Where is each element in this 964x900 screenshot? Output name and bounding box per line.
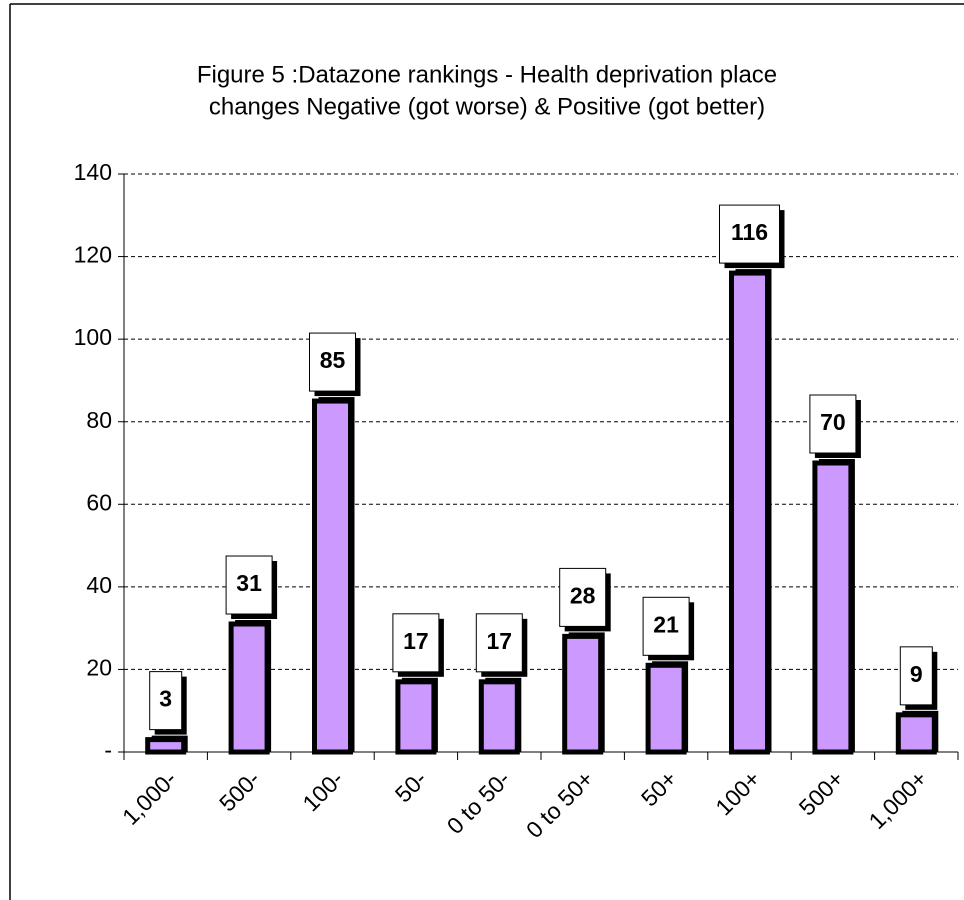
value-label: 3 — [159, 686, 172, 712]
y-tick-label: - — [104, 737, 112, 763]
chart-title: changes Negative (got worse) & Positive … — [209, 93, 765, 120]
bar — [812, 460, 854, 755]
y-tick-label: 20 — [86, 655, 112, 681]
bar — [562, 633, 604, 755]
value-label: 21 — [653, 611, 679, 637]
value-label: 28 — [570, 582, 596, 608]
value-label-box — [899, 646, 933, 706]
bar — [729, 270, 770, 755]
y-tick-label: 80 — [86, 407, 112, 433]
y-tick-label: 120 — [74, 242, 112, 268]
value-label-box — [392, 613, 440, 673]
y-tick-label: 60 — [86, 489, 112, 515]
value-label: 17 — [403, 628, 429, 654]
value-label-box — [809, 394, 857, 454]
chart-title: Figure 5 :Datazone rankings - Health dep… — [197, 61, 777, 88]
bar — [395, 679, 437, 755]
value-label: 17 — [487, 628, 513, 654]
bar — [895, 712, 937, 755]
bar — [312, 398, 353, 755]
y-tick-label: 40 — [86, 572, 112, 598]
bar — [478, 679, 520, 755]
value-label: 85 — [320, 347, 346, 373]
value-label: 116 — [731, 219, 768, 245]
value-label-box — [225, 555, 273, 615]
bar — [645, 662, 687, 755]
value-label: 70 — [820, 409, 846, 435]
value-label: 9 — [910, 661, 923, 687]
value-label: 31 — [236, 570, 262, 596]
value-label-box — [149, 671, 183, 731]
value-label-box — [719, 204, 780, 264]
value-label-box — [309, 332, 356, 392]
y-tick-label: 100 — [74, 324, 112, 350]
value-label-box — [642, 596, 690, 656]
value-label-box — [475, 613, 523, 673]
y-tick-label: 140 — [74, 159, 112, 185]
value-label-box — [559, 567, 607, 627]
bar — [228, 621, 270, 755]
bar — [145, 737, 187, 755]
